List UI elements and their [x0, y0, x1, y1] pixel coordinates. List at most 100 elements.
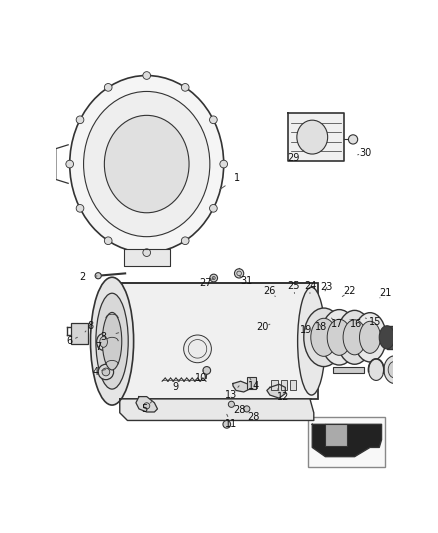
Polygon shape [136, 397, 158, 412]
Text: 13: 13 [225, 386, 239, 400]
Ellipse shape [337, 310, 372, 364]
Ellipse shape [419, 326, 434, 349]
Text: 3: 3 [101, 332, 119, 342]
Bar [71, 322, 88, 344]
Text: 24: 24 [304, 281, 316, 294]
Text: 5: 5 [141, 401, 152, 414]
Circle shape [349, 135, 358, 144]
Text: 18: 18 [315, 322, 328, 332]
Circle shape [212, 277, 215, 280]
Circle shape [66, 160, 74, 168]
Text: 19: 19 [300, 325, 312, 335]
Bar [272, 379, 278, 391]
Text: 17: 17 [331, 318, 343, 329]
Bar [290, 379, 296, 391]
Text: 9: 9 [172, 379, 179, 392]
Ellipse shape [91, 277, 134, 405]
Text: 10: 10 [194, 370, 207, 383]
Circle shape [143, 71, 151, 79]
Circle shape [95, 273, 101, 279]
Bar [387, 326, 427, 349]
Bar [308, 417, 385, 467]
Ellipse shape [384, 356, 406, 384]
Text: 11: 11 [225, 414, 237, 429]
Circle shape [104, 237, 112, 245]
Circle shape [203, 367, 211, 374]
Text: 8: 8 [85, 321, 94, 332]
Polygon shape [124, 249, 170, 266]
Text: 16: 16 [350, 319, 362, 329]
Circle shape [181, 237, 189, 245]
Text: 4: 4 [93, 367, 106, 377]
Circle shape [76, 205, 84, 212]
Ellipse shape [428, 316, 438, 359]
Circle shape [210, 274, 218, 282]
Circle shape [228, 401, 234, 407]
Ellipse shape [423, 358, 438, 381]
Bar [333, 367, 364, 373]
Text: 14: 14 [248, 378, 261, 391]
Bar [281, 379, 287, 391]
Circle shape [104, 84, 112, 91]
Ellipse shape [388, 361, 401, 378]
Ellipse shape [327, 319, 351, 356]
Ellipse shape [102, 312, 122, 370]
Polygon shape [233, 381, 250, 392]
Circle shape [234, 269, 244, 278]
Text: 31: 31 [239, 276, 253, 286]
Ellipse shape [298, 287, 325, 395]
Text: 21: 21 [379, 288, 392, 298]
Text: 23: 23 [321, 282, 333, 292]
Ellipse shape [368, 359, 384, 381]
Bar [108, 284, 318, 399]
Ellipse shape [379, 326, 395, 349]
Ellipse shape [96, 293, 128, 389]
Ellipse shape [100, 336, 107, 348]
Ellipse shape [304, 308, 344, 367]
Text: 28: 28 [233, 405, 245, 415]
Ellipse shape [104, 115, 189, 213]
Polygon shape [267, 384, 285, 398]
Polygon shape [325, 424, 347, 446]
Ellipse shape [97, 334, 110, 350]
Circle shape [144, 403, 150, 409]
Circle shape [220, 160, 228, 168]
Bar [247, 377, 256, 389]
Polygon shape [312, 424, 381, 457]
Ellipse shape [343, 320, 366, 355]
Text: 20: 20 [256, 322, 270, 332]
Ellipse shape [311, 318, 337, 357]
Text: 22: 22 [342, 286, 356, 296]
Text: 30: 30 [358, 148, 371, 158]
Circle shape [209, 205, 217, 212]
Circle shape [181, 84, 189, 91]
Circle shape [223, 421, 231, 428]
Text: 2: 2 [80, 272, 97, 282]
Ellipse shape [427, 363, 437, 377]
Circle shape [76, 116, 84, 124]
Text: 6: 6 [67, 336, 78, 346]
Text: 26: 26 [264, 286, 276, 296]
Circle shape [143, 249, 151, 256]
Ellipse shape [408, 362, 419, 377]
Circle shape [244, 406, 250, 412]
Ellipse shape [360, 321, 381, 353]
Text: 12: 12 [277, 389, 289, 401]
Polygon shape [288, 113, 344, 161]
Ellipse shape [70, 76, 224, 253]
Text: 7: 7 [95, 342, 101, 352]
Circle shape [237, 271, 241, 276]
Text: 28: 28 [247, 411, 259, 422]
Text: 1: 1 [220, 173, 240, 189]
Ellipse shape [425, 310, 438, 365]
Text: 29: 29 [287, 150, 304, 163]
Circle shape [102, 368, 110, 376]
Text: 25: 25 [287, 281, 299, 294]
Ellipse shape [404, 357, 422, 382]
Ellipse shape [297, 120, 328, 154]
Ellipse shape [321, 310, 358, 365]
Ellipse shape [84, 92, 210, 237]
Circle shape [184, 335, 212, 363]
Circle shape [98, 364, 113, 379]
Circle shape [209, 116, 217, 124]
